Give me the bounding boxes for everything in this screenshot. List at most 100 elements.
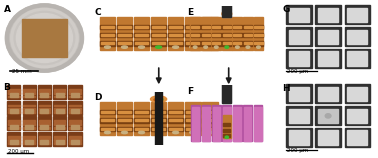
Bar [254, 33, 263, 37]
Bar [223, 115, 231, 138]
Bar [289, 87, 309, 101]
Bar [134, 110, 149, 114]
Bar [69, 120, 81, 122]
Bar [25, 125, 33, 129]
Bar [222, 55, 231, 103]
Bar [222, 25, 231, 29]
Bar [287, 128, 312, 147]
Bar [7, 85, 20, 99]
Bar [289, 8, 309, 22]
Circle shape [225, 46, 229, 48]
Bar [186, 128, 199, 130]
Bar [100, 25, 115, 29]
Bar [254, 41, 263, 46]
Circle shape [173, 46, 178, 48]
Bar [254, 107, 262, 141]
Bar [69, 123, 81, 125]
Bar [233, 34, 242, 36]
Bar [118, 119, 131, 122]
Bar [186, 42, 199, 44]
Bar [316, 128, 341, 147]
Bar [347, 30, 367, 44]
Bar [100, 118, 115, 123]
Bar [54, 142, 65, 144]
Text: A: A [4, 5, 11, 14]
Bar [169, 34, 182, 36]
Bar [152, 25, 166, 29]
Bar [69, 111, 81, 113]
Bar [8, 139, 20, 141]
Text: C: C [94, 8, 101, 17]
Bar [233, 33, 242, 37]
Bar [192, 107, 199, 141]
Bar [134, 118, 149, 123]
Bar [287, 84, 312, 103]
Bar [8, 127, 20, 129]
Bar [10, 109, 18, 113]
Circle shape [222, 11, 232, 17]
Bar [347, 87, 367, 101]
Bar [203, 42, 216, 44]
Bar [23, 136, 35, 138]
Bar [316, 106, 341, 125]
Bar [201, 42, 210, 44]
Bar [40, 109, 48, 113]
Bar [186, 111, 199, 113]
Bar [54, 127, 65, 129]
Circle shape [226, 13, 229, 15]
Bar [243, 25, 253, 29]
Bar [222, 0, 231, 17]
Circle shape [122, 131, 127, 134]
Bar [344, 49, 370, 68]
Bar [169, 110, 183, 114]
Bar [39, 96, 50, 97]
Bar [186, 33, 200, 37]
Bar [222, 33, 231, 37]
Bar [101, 111, 114, 113]
Bar [168, 102, 183, 135]
Circle shape [173, 131, 178, 134]
Bar [212, 105, 221, 141]
Bar [53, 101, 66, 115]
Bar [39, 120, 50, 122]
Circle shape [156, 131, 161, 134]
Bar [101, 26, 114, 28]
Text: 200 μm: 200 μm [8, 149, 29, 155]
Bar [8, 136, 20, 138]
Bar [201, 26, 210, 28]
Bar [23, 89, 35, 91]
Bar [152, 127, 166, 131]
Bar [23, 132, 36, 146]
Bar [169, 119, 182, 122]
Bar [8, 92, 20, 94]
Bar [40, 140, 48, 144]
Bar [316, 49, 341, 68]
Bar [69, 92, 81, 94]
Bar [289, 109, 309, 123]
Bar [8, 142, 20, 144]
Bar [151, 102, 166, 135]
Bar [233, 25, 242, 29]
Bar [203, 25, 217, 29]
Bar [23, 85, 36, 99]
Text: 25 mm: 25 mm [12, 69, 32, 74]
Bar [344, 27, 370, 46]
Bar [117, 25, 132, 29]
Circle shape [156, 46, 161, 48]
Bar [223, 42, 231, 44]
Circle shape [104, 131, 110, 134]
Bar [118, 34, 131, 36]
Bar [212, 26, 220, 28]
Bar [10, 125, 18, 129]
Ellipse shape [154, 99, 161, 101]
Bar [69, 142, 81, 144]
Bar [23, 127, 35, 129]
Bar [152, 119, 165, 122]
Circle shape [150, 96, 167, 102]
Bar [169, 26, 182, 28]
Bar [203, 34, 216, 36]
Bar [69, 136, 81, 138]
Bar [244, 26, 252, 28]
Bar [254, 25, 263, 29]
Bar [100, 41, 115, 46]
